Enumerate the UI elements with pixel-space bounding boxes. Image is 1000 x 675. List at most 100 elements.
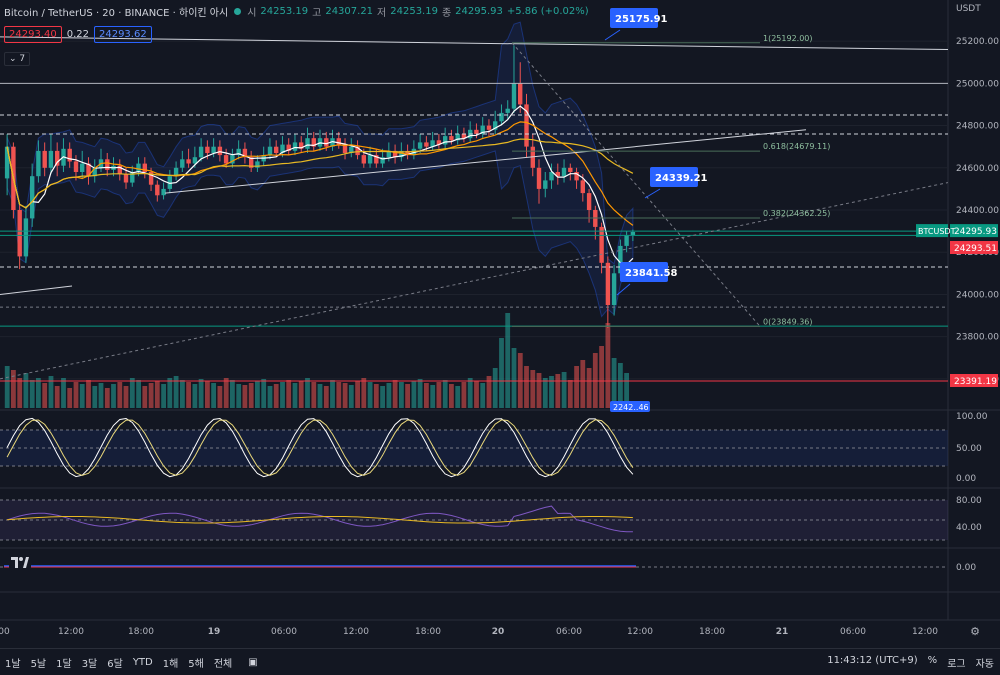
candle[interactable] (198, 138, 204, 162)
sell-button[interactable]: 24293.40 (4, 26, 62, 43)
candle[interactable] (23, 205, 29, 263)
candle[interactable] (342, 138, 348, 160)
candle[interactable] (30, 163, 35, 227)
trend-line[interactable] (0, 285, 73, 295)
timeframe-6m[interactable]: 6달 (107, 658, 123, 670)
candle[interactable] (367, 146, 373, 168)
candle[interactable] (586, 188, 592, 223)
trend-line[interactable] (164, 129, 807, 194)
tradingview-logo-icon[interactable] (9, 552, 31, 572)
candle[interactable] (543, 172, 548, 198)
candle[interactable] (105, 153, 110, 177)
chart-canvas[interactable]: 1(25192.00) 0.618(24679.11) 0.382(24362.25… (0, 0, 1000, 648)
candle[interactable] (524, 93, 529, 158)
timeframe-ytd[interactable]: YTD (132, 656, 153, 668)
candle[interactable] (36, 140, 41, 183)
candle[interactable] (274, 140, 279, 158)
candle[interactable] (242, 142, 248, 164)
candle[interactable] (480, 117, 485, 139)
timeframe-1m[interactable]: 1달 (56, 658, 72, 670)
candle[interactable] (186, 148, 191, 168)
price-callout[interactable]: 23841.58 (616, 262, 678, 296)
candle[interactable] (236, 140, 241, 160)
candle[interactable] (505, 100, 510, 120)
candle[interactable] (148, 167, 154, 191)
candle[interactable] (117, 159, 122, 181)
timeframe-3m[interactable]: 3달 (81, 658, 98, 670)
timeframe-5d[interactable]: 5날 (30, 658, 47, 670)
candle[interactable] (605, 256, 611, 329)
candle[interactable] (161, 182, 166, 200)
candle[interactable] (305, 127, 310, 153)
candle[interactable] (493, 110, 498, 134)
candle[interactable] (142, 157, 147, 179)
candle[interactable] (518, 62, 523, 113)
candle[interactable] (92, 159, 97, 183)
candle[interactable] (55, 142, 60, 177)
candle[interactable] (86, 157, 91, 185)
candle[interactable] (292, 134, 298, 156)
candle[interactable] (249, 150, 254, 172)
candle[interactable] (173, 161, 179, 181)
clock-display[interactable]: 11:43:12 (UTC+9) (827, 655, 918, 666)
timeframe-1y[interactable]: 1해 (162, 658, 179, 670)
candle[interactable] (417, 134, 423, 153)
buy-button[interactable]: 24293.62 (93, 26, 152, 43)
candle[interactable] (499, 104, 504, 126)
candle[interactable] (624, 231, 629, 253)
candle[interactable] (267, 138, 273, 160)
candle[interactable] (549, 163, 554, 189)
candle[interactable] (67, 142, 72, 168)
fib-diagonal[interactable] (511, 42, 761, 327)
candle[interactable] (336, 131, 341, 149)
candle[interactable] (155, 180, 160, 202)
timeframe-1d[interactable]: 1날 (5, 658, 21, 670)
candle[interactable] (355, 140, 360, 160)
percent-toggle[interactable]: % (927, 655, 938, 666)
candle[interactable] (536, 159, 542, 204)
candle[interactable] (561, 159, 567, 183)
candle[interactable] (443, 127, 448, 149)
price-axis-bg[interactable] (948, 0, 1000, 620)
candle[interactable] (511, 45, 517, 113)
calendar-range-icon[interactable]: ▣ (248, 656, 258, 668)
auto-toggle[interactable]: 자동 (975, 659, 994, 670)
candle[interactable] (330, 129, 335, 151)
candle[interactable] (123, 167, 129, 189)
candle[interactable] (130, 165, 135, 187)
timeframe-5y[interactable]: 5해 (188, 658, 204, 670)
candle[interactable] (286, 138, 291, 156)
indicators-toggle-button[interactable]: ⌄ 7 (4, 52, 31, 66)
candle[interactable] (555, 163, 560, 185)
candle[interactable] (568, 163, 573, 181)
candle[interactable] (455, 125, 460, 145)
candle[interactable] (311, 131, 316, 151)
price-callout[interactable]: 25175.91 (604, 8, 668, 41)
candle[interactable] (349, 138, 354, 158)
candle[interactable] (17, 203, 22, 270)
candle[interactable] (574, 167, 579, 189)
price-callout[interactable]: 24339.21 (644, 167, 708, 199)
candle[interactable] (392, 144, 398, 164)
time-axis-tick: 12:00 (58, 627, 84, 637)
candle[interactable] (217, 140, 223, 162)
candle[interactable] (211, 138, 216, 158)
timeframe-all[interactable]: 전체 (213, 658, 233, 670)
candle[interactable] (299, 136, 304, 153)
candle[interactable] (42, 142, 47, 177)
candle[interactable] (461, 127, 467, 143)
candle[interactable] (80, 150, 85, 179)
dashed-trend-line[interactable] (0, 182, 949, 380)
candle[interactable] (167, 169, 172, 194)
candle[interactable] (230, 148, 235, 168)
trend-line[interactable] (0, 36, 949, 51)
candle[interactable] (430, 131, 435, 151)
candle[interactable] (436, 134, 442, 149)
candle[interactable] (48, 134, 54, 175)
log-toggle[interactable]: 로그 (947, 659, 966, 670)
candle[interactable] (4, 134, 10, 196)
candle[interactable] (280, 136, 285, 158)
candle[interactable] (180, 150, 185, 172)
candle[interactable] (486, 119, 492, 137)
symbol-title[interactable]: Bitcoin / TetherUS · 20 · BINANCE · 하이킨 … (4, 8, 229, 19)
